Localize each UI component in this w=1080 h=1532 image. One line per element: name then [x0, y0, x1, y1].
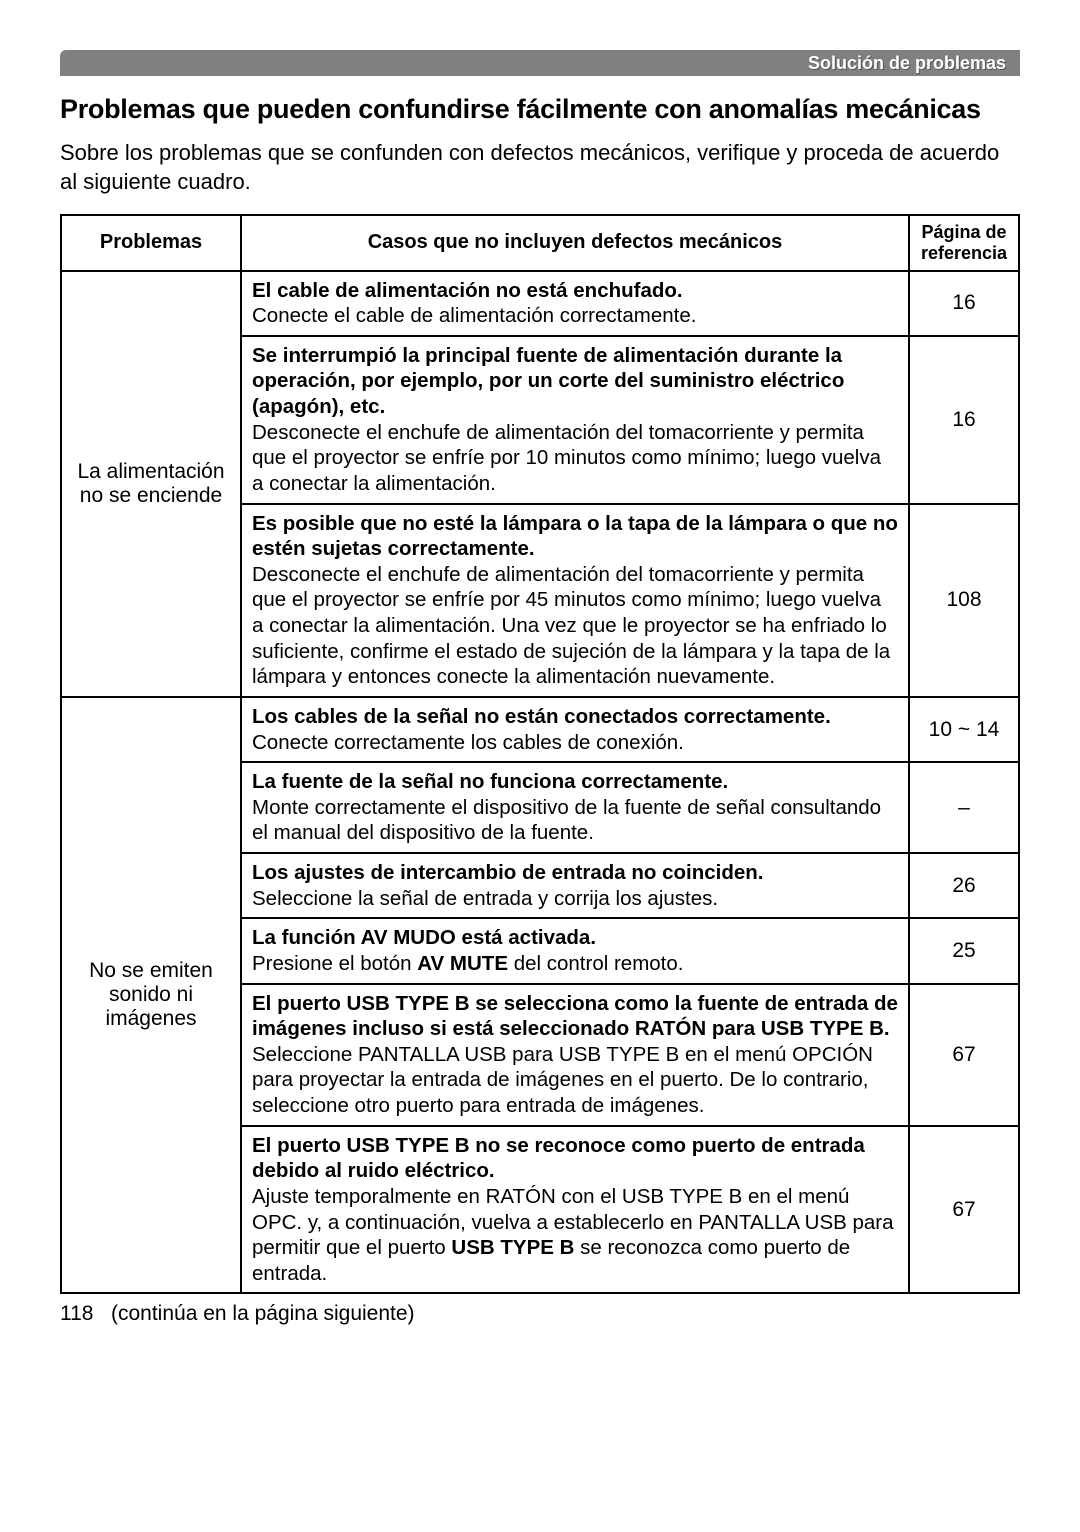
- table-header-row: Problemas Casos que no incluyen defectos…: [61, 215, 1019, 270]
- case-cell: Los cables de la señal no están conectad…: [241, 697, 909, 762]
- intro-text: Sobre los problemas que se confunden con…: [60, 139, 1020, 196]
- col-header-problems: Problemas: [61, 215, 241, 270]
- case-text: Ajuste temporalmente en RATÓN con el USB…: [252, 1185, 894, 1285]
- section-header-text: Solución de problemas: [808, 53, 1006, 74]
- page-ref-cell: 26: [909, 853, 1019, 918]
- table-body: La alimentación no se enciende El cable d…: [61, 271, 1019, 1294]
- table-row: La alimentación no se enciendeEl cable d…: [61, 271, 1019, 336]
- problem-cell: No se emiten sonido ni imágenes: [61, 697, 241, 1294]
- case-bold: El puerto USB TYPE B no se reconoce como…: [252, 1134, 865, 1183]
- problem-cell: La alimentación no se enciende: [61, 271, 241, 697]
- case-bold: Los ajustes de intercambio de entrada no…: [252, 861, 763, 884]
- case-text: Seleccione la señal de entrada y corrija…: [252, 887, 718, 910]
- case-cell: Se interrumpió la principal fuente de al…: [241, 336, 909, 504]
- footer-page-num: 118: [60, 1302, 93, 1325]
- page-ref-cell: 67: [909, 1126, 1019, 1294]
- page-title: Problemas que pueden confundirse fácilme…: [60, 94, 1020, 125]
- page-ref-cell: 67: [909, 984, 1019, 1126]
- case-text: Desconecte el enchufe de alimentación de…: [252, 563, 890, 689]
- case-cell: Es posible que no esté la lámpara o la t…: [241, 504, 909, 697]
- page-ref-cell: 25: [909, 918, 1019, 983]
- case-text: Conecte correctamente los cables de cone…: [252, 731, 684, 754]
- case-bold: Los cables de la señal no están conectad…: [252, 705, 831, 728]
- col-header-cases: Casos que no incluyen defectos mecánicos: [241, 215, 909, 270]
- footer: 118 (continúa en la página siguiente): [60, 1302, 1020, 1326]
- footer-continue-text: (continúa en la página siguiente): [111, 1302, 415, 1325]
- page-ref-cell: 16: [909, 336, 1019, 504]
- case-text: Seleccione PANTALLA USB para USB TYPE B …: [252, 1043, 873, 1117]
- case-cell: La función AV MUDO está activada. Presion…: [241, 918, 909, 983]
- case-text: Desconecte el enchufe de alimentación de…: [252, 421, 881, 495]
- case-bold: El cable de alimentación no está enchufa…: [252, 279, 683, 302]
- case-cell: El puerto USB TYPE B se selecciona como …: [241, 984, 909, 1126]
- case-cell: El puerto USB TYPE B no se reconoce como…: [241, 1126, 909, 1294]
- case-text: Monte correctamente el dispositivo de la…: [252, 796, 881, 845]
- table-row: No se emiten sonido ni imágenesLos cable…: [61, 697, 1019, 762]
- case-bold: Se interrumpió la principal fuente de al…: [252, 344, 844, 418]
- case-bold: La función AV MUDO está activada.: [252, 926, 596, 949]
- case-text: Presione el botón AV MUTE del control re…: [252, 952, 683, 975]
- page-ref-cell: 10 ~ 14: [909, 697, 1019, 762]
- page-ref-cell: 108: [909, 504, 1019, 697]
- page-ref-cell: 16: [909, 271, 1019, 336]
- case-text: Conecte el cable de alimentación correct…: [252, 304, 696, 327]
- troubleshooting-table: Problemas Casos que no incluyen defectos…: [60, 214, 1020, 1294]
- case-bold: La fuente de la señal no funciona correc…: [252, 770, 728, 793]
- col-header-page: Página de referencia: [909, 215, 1019, 270]
- page-ref-cell: –: [909, 762, 1019, 853]
- case-bold: El puerto USB TYPE B se selecciona como …: [252, 992, 898, 1041]
- case-cell: La fuente de la señal no funciona correc…: [241, 762, 909, 853]
- case-bold: Es posible que no esté la lámpara o la t…: [252, 512, 898, 561]
- case-cell: El cable de alimentación no está enchufa…: [241, 271, 909, 336]
- case-cell: Los ajustes de intercambio de entrada no…: [241, 853, 909, 918]
- section-header-bar: Solución de problemas: [60, 50, 1020, 76]
